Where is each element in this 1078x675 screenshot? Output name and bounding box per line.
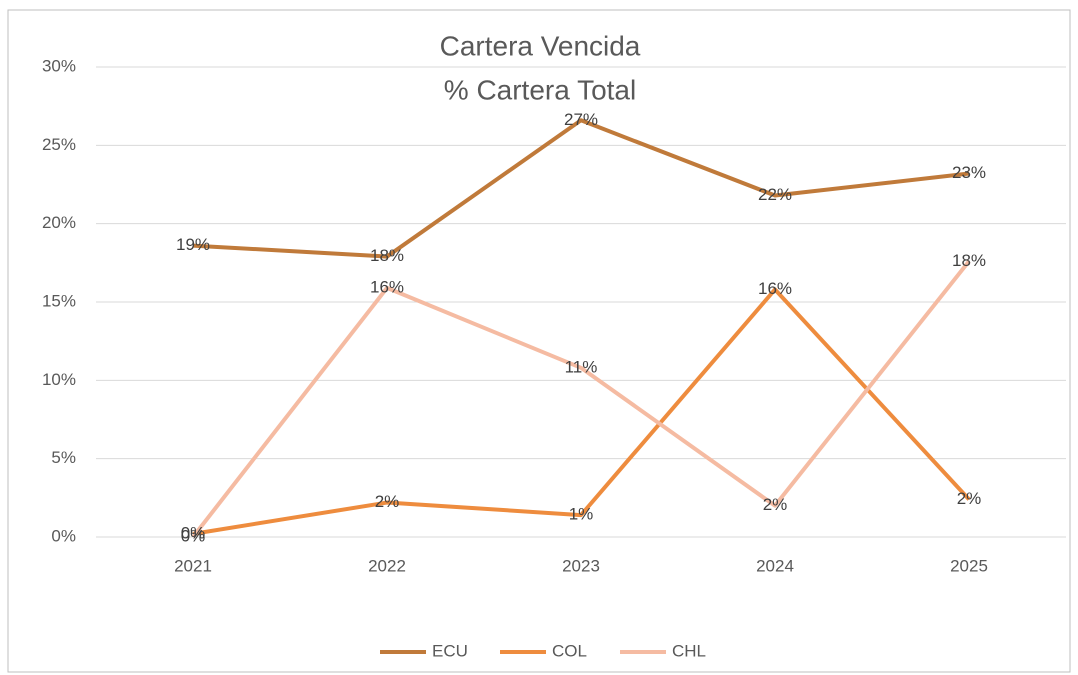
y-tick-label: 15% [42,291,76,310]
x-tick-label: 2022 [368,556,406,575]
chart-title: Cartera Vencida [440,30,641,61]
data-label: 2% [957,489,982,508]
x-tick-label: 2023 [562,556,600,575]
data-label: 23% [952,163,986,182]
chart-subtitle: % Cartera Total [444,74,636,105]
data-label: 18% [370,246,404,265]
series-line [192,118,970,259]
data-label: 1% [569,505,594,524]
y-tick-label: 30% [42,56,76,75]
data-label: 22% [758,185,792,204]
data-label: 16% [758,279,792,298]
legend-label: CHL [672,641,706,660]
chart-frame [7,9,1071,673]
series-line [192,287,971,536]
data-label: 11% [565,357,598,376]
data-label: 2% [375,492,400,511]
legend-label: COL [552,641,587,660]
y-tick-label: 10% [42,370,76,389]
y-tick-label: 20% [42,213,76,232]
data-label: 19% [176,235,210,254]
legend-label: ECU [432,641,468,660]
data-label: 2% [763,495,788,514]
x-tick-label: 2021 [174,556,212,575]
x-tick-label: 2024 [756,556,794,575]
data-label: 18% [952,251,986,270]
y-tick-label: 0% [51,526,76,545]
y-tick-label: 5% [51,448,76,467]
data-label: 16% [370,277,404,296]
series-line [191,260,971,539]
data-label: 27% [564,110,598,129]
data-label: 0% [181,526,206,545]
data-label: 0% [181,523,206,542]
x-tick-label: 2025 [950,556,988,575]
y-tick-label: 25% [42,135,76,154]
